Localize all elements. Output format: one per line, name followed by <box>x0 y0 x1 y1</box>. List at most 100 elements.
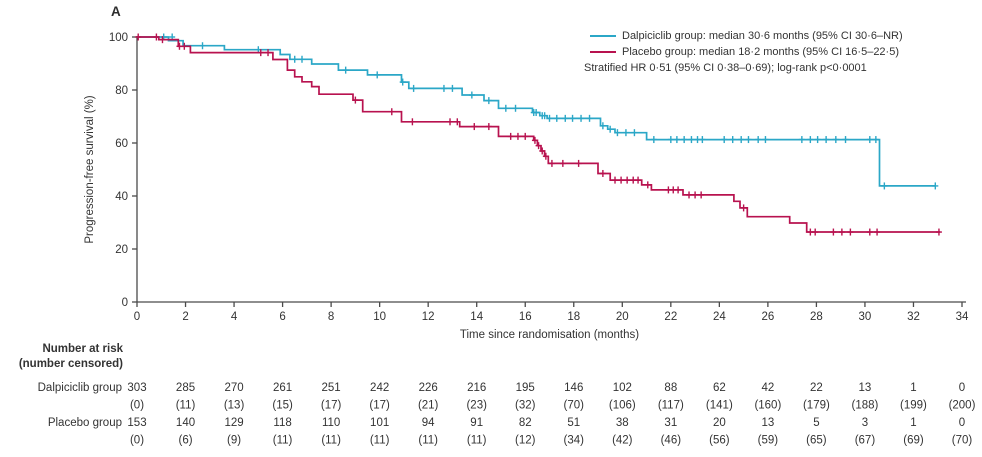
svg-text:82: 82 <box>519 417 532 429</box>
legend-label-placebo: Placebo group: median 18·2 months (95% C… <box>622 46 899 58</box>
svg-text:270: 270 <box>224 382 243 394</box>
svg-text:0: 0 <box>134 311 140 323</box>
legend-entry-dalpiciclib: Dalpiciclib group: median 30·6 months (9… <box>584 28 903 44</box>
svg-text:14: 14 <box>470 311 483 323</box>
svg-text:12: 12 <box>422 311 435 323</box>
svg-text:(199): (199) <box>900 400 927 412</box>
svg-text:(9): (9) <box>227 435 241 447</box>
svg-text:(141): (141) <box>706 400 733 412</box>
svg-text:(11): (11) <box>273 435 293 447</box>
svg-text:(0): (0) <box>130 400 144 412</box>
svg-text:(117): (117) <box>658 400 684 412</box>
svg-text:(11): (11) <box>321 435 341 447</box>
svg-text:1: 1 <box>910 382 916 394</box>
svg-text:3: 3 <box>862 417 868 429</box>
svg-text:(70): (70) <box>564 400 585 412</box>
svg-text:(12): (12) <box>515 435 536 447</box>
svg-text:(6): (6) <box>178 435 192 447</box>
censor-marks-dalpiciclib-group <box>160 33 939 190</box>
svg-text:18: 18 <box>567 311 580 323</box>
svg-text:51: 51 <box>567 417 580 429</box>
x-axis-label: Time since randomisation (months) <box>460 329 639 341</box>
svg-text:22: 22 <box>810 382 823 394</box>
legend-entry-placebo: Placebo group: median 18·2 months (95% C… <box>584 44 903 60</box>
svg-text:251: 251 <box>322 382 341 394</box>
svg-text:31: 31 <box>664 417 677 429</box>
svg-text:22: 22 <box>664 311 677 323</box>
risk-row-label-dalpiciclib-group: Dalpiciclib group <box>38 382 122 394</box>
svg-text:(32): (32) <box>515 400 536 412</box>
svg-text:(17): (17) <box>321 400 342 412</box>
svg-text:(23): (23) <box>466 400 487 412</box>
svg-text:20: 20 <box>713 417 726 429</box>
svg-text:13: 13 <box>761 417 774 429</box>
svg-text:(17): (17) <box>369 400 390 412</box>
svg-text:285: 285 <box>176 382 195 394</box>
svg-text:0: 0 <box>122 297 128 309</box>
risk-table-subheader: (number censored) <box>19 358 123 370</box>
axes <box>132 36 966 307</box>
svg-text:(11): (11) <box>176 400 196 412</box>
svg-text:13: 13 <box>859 382 872 394</box>
svg-text:0: 0 <box>959 382 965 394</box>
svg-text:153: 153 <box>127 417 146 429</box>
svg-text:(200): (200) <box>949 400 976 412</box>
svg-text:91: 91 <box>470 417 483 429</box>
censor-marks-placebo-group <box>135 33 942 236</box>
svg-text:101: 101 <box>370 417 389 429</box>
svg-text:94: 94 <box>422 417 435 429</box>
svg-text:4: 4 <box>231 311 238 323</box>
svg-text:2: 2 <box>182 311 188 323</box>
legend-note: Stratified HR 0·51 (95% CI 0·38–0·69); l… <box>584 62 867 74</box>
svg-text:30: 30 <box>859 311 872 323</box>
svg-text:140: 140 <box>176 417 195 429</box>
svg-text:(15): (15) <box>272 400 293 412</box>
svg-text:5: 5 <box>813 417 819 429</box>
svg-text:226: 226 <box>419 382 438 394</box>
svg-text:(179): (179) <box>803 400 830 412</box>
svg-text:(21): (21) <box>418 400 439 412</box>
svg-text:1: 1 <box>910 417 916 429</box>
svg-text:62: 62 <box>713 382 726 394</box>
svg-text:(188): (188) <box>852 400 879 412</box>
svg-text:261: 261 <box>273 382 292 394</box>
svg-text:110: 110 <box>322 417 340 429</box>
svg-text:(46): (46) <box>661 435 682 447</box>
y-axis-label: Progression-free survival (%) <box>84 95 96 243</box>
risk-table: Number at risk (number censored) Dalpicicl… <box>19 343 976 447</box>
svg-text:146: 146 <box>564 382 583 394</box>
risk-row-label-placebo-group: Placebo group <box>48 417 122 429</box>
svg-text:8: 8 <box>328 311 334 323</box>
svg-text:(34): (34) <box>564 435 585 447</box>
svg-text:(0): (0) <box>130 435 144 447</box>
svg-text:118: 118 <box>273 417 291 429</box>
legend-label-dalpiciclib: Dalpiciclib group: median 30·6 months (9… <box>622 30 903 42</box>
svg-text:28: 28 <box>810 311 823 323</box>
svg-text:(59): (59) <box>758 435 779 447</box>
legend: Dalpiciclib group: median 30·6 months (9… <box>584 28 903 76</box>
svg-text:216: 216 <box>467 382 486 394</box>
svg-text:(160): (160) <box>754 400 781 412</box>
svg-text:20: 20 <box>616 311 629 323</box>
svg-text:38: 38 <box>616 417 629 429</box>
svg-text:(11): (11) <box>467 435 487 447</box>
svg-text:60: 60 <box>115 138 128 150</box>
svg-text:16: 16 <box>519 311 532 323</box>
svg-text:(56): (56) <box>709 435 730 447</box>
survival-curve-placebo-group <box>137 36 941 233</box>
svg-text:40: 40 <box>115 191 128 203</box>
svg-text:(42): (42) <box>612 435 633 447</box>
svg-text:42: 42 <box>761 382 774 394</box>
svg-text:195: 195 <box>516 382 535 394</box>
svg-text:(70): (70) <box>952 435 973 447</box>
svg-text:80: 80 <box>115 85 128 97</box>
svg-text:(69): (69) <box>903 435 924 447</box>
svg-text:(106): (106) <box>609 400 636 412</box>
svg-text:0: 0 <box>959 417 965 429</box>
legend-swatch-dalpiciclib <box>590 35 616 37</box>
svg-text:26: 26 <box>761 311 774 323</box>
svg-text:242: 242 <box>370 382 389 394</box>
svg-text:24: 24 <box>713 311 726 323</box>
